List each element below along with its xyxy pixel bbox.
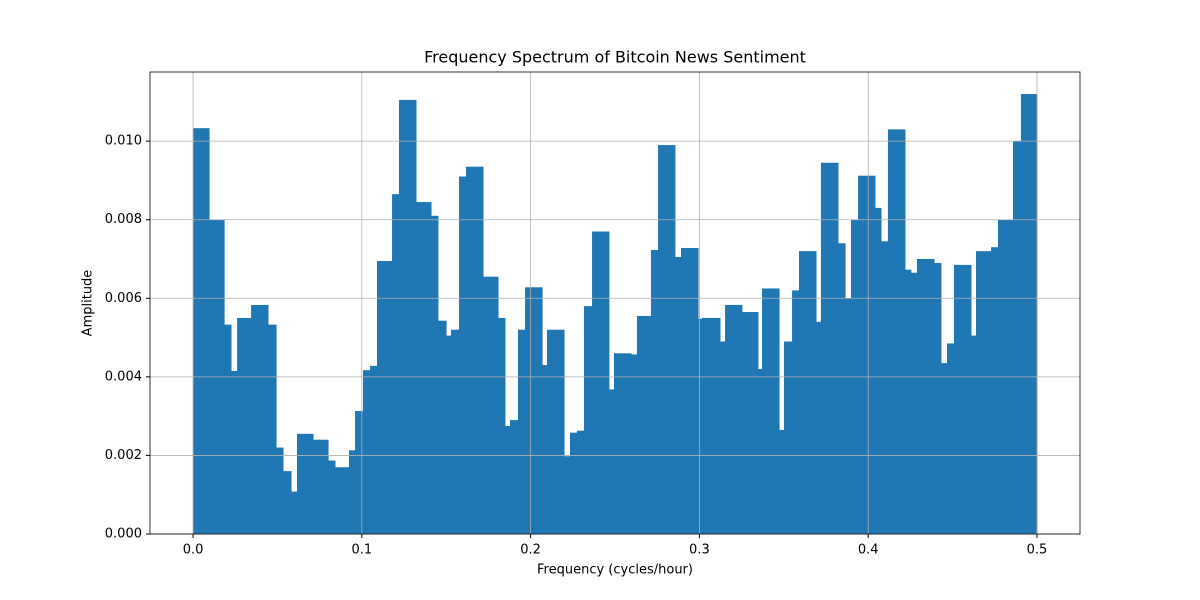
bar xyxy=(910,272,918,534)
x-tick-label: 0.2 xyxy=(520,543,541,558)
bar xyxy=(283,471,292,534)
bar xyxy=(816,321,822,534)
bar xyxy=(991,247,999,534)
bar xyxy=(874,207,882,534)
x-tick-label: 0.5 xyxy=(1027,543,1048,558)
bar xyxy=(719,341,726,534)
bar xyxy=(680,248,699,534)
bar xyxy=(510,420,519,534)
bar xyxy=(702,317,721,534)
bar xyxy=(416,202,432,535)
y-tick-label: 0.002 xyxy=(105,448,142,463)
x-tick-label: 0.0 xyxy=(183,543,204,558)
bar xyxy=(569,432,578,534)
bar xyxy=(820,162,839,534)
bar xyxy=(858,175,876,534)
bar xyxy=(267,324,277,534)
x-tick-label: 0.3 xyxy=(689,543,710,558)
bar xyxy=(577,430,585,534)
bar xyxy=(881,241,889,535)
bar xyxy=(779,429,785,534)
y-tick-label: 0.010 xyxy=(105,134,142,149)
bar xyxy=(498,317,506,534)
bar xyxy=(370,365,378,534)
bar xyxy=(291,491,298,534)
bar xyxy=(542,365,548,534)
bar xyxy=(845,298,852,534)
bar xyxy=(517,329,526,534)
bar xyxy=(224,324,232,534)
bar xyxy=(297,433,314,534)
y-tick-label: 0.000 xyxy=(105,527,142,542)
bar xyxy=(698,318,703,534)
bar xyxy=(450,329,460,534)
bar xyxy=(970,335,977,534)
y-tick-label: 0.006 xyxy=(105,291,142,306)
bar xyxy=(592,231,610,534)
bar xyxy=(1020,94,1038,534)
bar xyxy=(328,460,336,534)
y-tick-label: 0.004 xyxy=(105,369,142,384)
chart-title: Frequency Spectrum of Bitcoin News Senti… xyxy=(424,48,806,67)
bar xyxy=(837,243,846,535)
bar xyxy=(525,287,543,534)
bar xyxy=(946,343,955,534)
bar xyxy=(334,467,350,534)
bar xyxy=(887,129,906,534)
bar xyxy=(483,276,499,534)
bar xyxy=(363,370,371,534)
bar xyxy=(465,166,484,534)
bar xyxy=(783,341,793,534)
bar xyxy=(940,363,948,534)
x-axis-label: Frequency (cycles/hour) xyxy=(537,563,693,578)
bar xyxy=(934,262,942,534)
bar xyxy=(446,335,452,534)
bar xyxy=(251,304,269,534)
bar xyxy=(431,215,439,535)
bar xyxy=(976,251,992,534)
bar xyxy=(798,251,817,534)
x-tick-label: 0.4 xyxy=(858,543,879,558)
bar xyxy=(546,329,565,534)
bar xyxy=(398,99,417,535)
bar xyxy=(650,249,659,534)
y-tick-label: 0.008 xyxy=(105,212,142,227)
plot-frame xyxy=(149,71,1081,535)
bar xyxy=(459,176,467,534)
bar xyxy=(613,353,632,534)
bar xyxy=(608,389,615,534)
bar xyxy=(658,145,676,535)
bar xyxy=(1012,141,1022,534)
bar xyxy=(762,288,780,534)
bar xyxy=(237,317,252,534)
bar xyxy=(725,304,743,534)
bar xyxy=(636,315,652,534)
bar xyxy=(313,439,329,534)
bar xyxy=(193,128,210,534)
bar xyxy=(564,456,571,534)
bar xyxy=(355,411,364,534)
bar xyxy=(392,194,400,534)
y-axis-label: Amplitude xyxy=(81,270,96,337)
bar xyxy=(757,369,763,534)
bar xyxy=(916,259,935,534)
bar xyxy=(674,257,682,534)
bar xyxy=(631,354,638,534)
bar xyxy=(741,312,759,534)
bar xyxy=(792,290,800,534)
bar xyxy=(437,320,447,534)
bar xyxy=(348,450,356,534)
bar xyxy=(377,260,393,534)
x-tick-label: 0.1 xyxy=(351,543,372,558)
bar xyxy=(583,306,593,534)
bar xyxy=(953,264,972,534)
bar xyxy=(231,370,238,534)
bar xyxy=(904,269,912,534)
bar xyxy=(276,447,284,534)
bar xyxy=(504,425,511,534)
